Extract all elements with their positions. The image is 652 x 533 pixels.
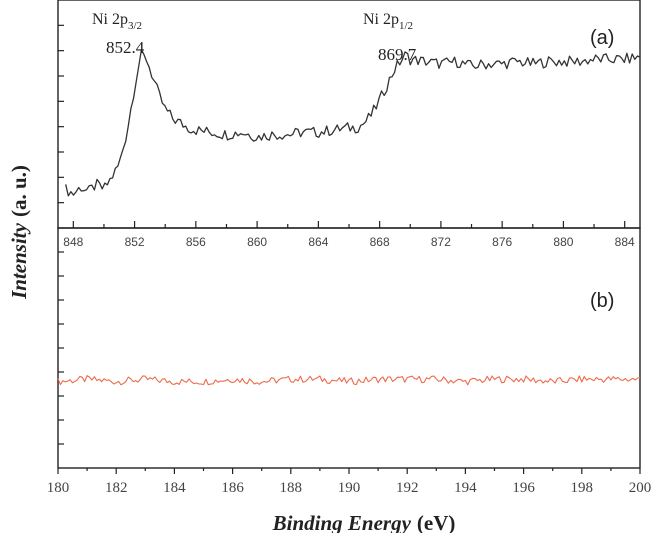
panel-b-frame: [57, 227, 641, 469]
annotation-ni-2p12-value: 869.7: [378, 45, 417, 64]
annotation-ni-2p32-value: 852.4: [106, 38, 145, 57]
panel-b-label: (b): [590, 290, 614, 312]
x-tick-label: 180: [47, 480, 70, 496]
panel-a-frame: [57, 0, 641, 229]
x-tick-label: 188: [280, 480, 303, 496]
x-tick-label: 852: [125, 235, 145, 249]
panel-a-plot: [65, 49, 641, 197]
x-tick-label: 192: [396, 480, 419, 496]
x-tick-label: 190: [338, 480, 361, 496]
x-tick-label: 884: [615, 235, 635, 249]
x-tick-label: 200: [629, 480, 652, 496]
panel-b-ticks: [57, 251, 641, 474]
x-tick-label: 860: [247, 235, 267, 249]
x-tick-label: 872: [431, 235, 451, 249]
x-tick-label: 186: [221, 480, 244, 496]
x-tick-label: 182: [105, 480, 128, 496]
x-tick-label: 194: [454, 480, 477, 496]
x-tick-label: 868: [370, 235, 390, 249]
x-tick-label: 196: [512, 480, 535, 496]
x-tick-label: 198: [571, 480, 594, 496]
x-tick-label: 856: [186, 235, 206, 249]
panel-b-plot: [57, 375, 641, 386]
annotation-ni-2p12-label: Ni 2p1/2: [363, 11, 413, 32]
y-axis-label: Intensity(a. u.): [7, 165, 31, 300]
x-axis-label: Binding Energy (eV): [272, 511, 456, 533]
panel-a-series-line: [65, 49, 641, 197]
x-tick-label: 848: [63, 235, 83, 249]
x-tick-label: 864: [308, 235, 328, 249]
panel-a-tick-labels: 848 852 856 860 864 868 872 876 880 884: [63, 235, 635, 249]
panel-b-series-line: [57, 375, 641, 386]
x-tick-label: 876: [492, 235, 512, 249]
x-tick-label: 880: [553, 235, 573, 249]
x-tick-label: 184: [163, 480, 186, 496]
panel-b-tick-labels: 180 182 184 186 188 190 192 194 196 198 200: [47, 480, 652, 496]
panel-a-label: (a): [590, 27, 614, 49]
annotation-ni-2p32-label: Ni 2p3/2: [92, 11, 142, 32]
